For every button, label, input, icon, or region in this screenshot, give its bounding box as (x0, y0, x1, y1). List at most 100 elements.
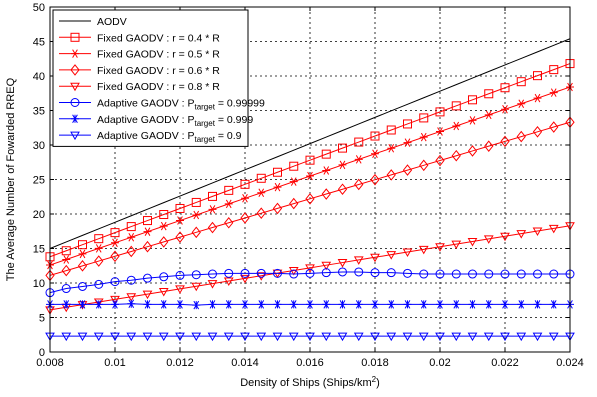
marker-diamond (191, 226, 201, 239)
marker-diamond (77, 260, 88, 272)
marker-star (501, 105, 509, 114)
marker-star (257, 300, 266, 309)
marker-triangle (126, 293, 137, 302)
marker-triangle (142, 332, 153, 342)
x-tick-label: 0.022 (491, 357, 519, 369)
marker-square (403, 119, 412, 129)
legend-entry: Adaptive GAODV : Ptarget = 0.9 (59, 130, 242, 144)
marker-triangle (191, 282, 202, 292)
marker-triangle (451, 240, 462, 250)
marker-square (484, 89, 494, 99)
marker-triangle (532, 332, 543, 342)
marker-circle (500, 269, 510, 279)
marker-star (62, 255, 71, 264)
marker-triangle (93, 332, 104, 342)
marker-diamond (451, 149, 461, 162)
series (45, 116, 575, 282)
marker-star (517, 300, 526, 309)
marker-triangle (483, 235, 494, 244)
series-line (49, 63, 571, 258)
marker-square (533, 71, 542, 81)
marker-circle (61, 284, 71, 294)
series (45, 332, 575, 342)
marker-triangle (337, 259, 348, 268)
x-tick-label: 0.016 (296, 357, 324, 369)
marker-star (127, 232, 136, 242)
series (45, 267, 575, 298)
series (46, 299, 574, 310)
marker-circle (126, 275, 136, 285)
marker-square (208, 191, 217, 201)
marker-star (273, 182, 282, 192)
marker-diamond (532, 126, 543, 138)
marker-square (435, 107, 445, 117)
marker-diamond (435, 154, 445, 167)
marker-star (111, 238, 119, 248)
marker-triangle (272, 332, 283, 342)
x-tick-label: 0.014 (231, 357, 259, 369)
marker-square (305, 155, 315, 165)
marker-circle (224, 268, 234, 278)
marker-circle (549, 269, 559, 279)
marker-circle (70, 98, 80, 107)
marker-circle (240, 268, 250, 278)
marker-circle (403, 268, 412, 278)
marker-circle (321, 268, 331, 278)
marker-triangle (70, 131, 80, 141)
marker-circle (533, 269, 542, 279)
legend-label: AODV (97, 16, 127, 28)
marker-triangle (467, 332, 478, 342)
marker-circle (256, 268, 266, 278)
marker-circle (273, 268, 282, 278)
marker-square (94, 234, 104, 244)
marker-diamond (175, 231, 185, 243)
legend-label: Fixed GAODV : r = 0.8 * R (97, 81, 220, 93)
marker-triangle (70, 82, 80, 92)
marker-triangle (516, 230, 527, 239)
marker-star (533, 93, 542, 103)
marker-square (143, 216, 152, 226)
marker-circle (305, 268, 315, 278)
marker-star (306, 171, 314, 181)
marker-square (240, 179, 250, 189)
marker-triangle (483, 332, 494, 342)
marker-triangle (256, 332, 267, 342)
legend-label: Adaptive GAODV : Ptarget = 0.999 (97, 114, 253, 128)
marker-triangle (435, 332, 445, 342)
marker-diamond (305, 193, 315, 205)
y-tick-label: 50 (33, 2, 45, 14)
marker-diamond (354, 178, 364, 191)
marker-triangle (77, 332, 88, 342)
marker-star (533, 300, 542, 309)
marker-star (403, 300, 412, 309)
marker-triangle (191, 332, 202, 342)
y-tick-label: 45 (33, 37, 45, 49)
marker-star (436, 127, 444, 136)
marker-star (241, 194, 249, 203)
marker-star (159, 221, 168, 231)
marker-circle (435, 269, 445, 279)
marker-star (322, 300, 331, 309)
legend-label: Adaptive GAODV : Ptarget = 0.9 (97, 130, 242, 144)
marker-star (501, 300, 509, 309)
marker-circle (110, 277, 120, 287)
marker-triangle (305, 332, 315, 342)
marker-star (306, 300, 314, 309)
marker-square (549, 65, 559, 75)
x-tick-label: 0.024 (556, 357, 584, 369)
marker-star (484, 110, 493, 120)
marker-diamond (484, 140, 494, 152)
marker-triangle (532, 227, 543, 236)
marker-triangle (386, 332, 397, 342)
marker-circle (484, 269, 494, 279)
marker-star (549, 88, 558, 97)
marker-star (289, 177, 298, 186)
marker-circle (354, 267, 364, 277)
y-tick-label: 20 (33, 209, 45, 221)
legend-entry: AODV (59, 16, 127, 28)
y-tick-label: 15 (33, 244, 45, 256)
marker-star (224, 199, 233, 209)
marker-circle (451, 269, 461, 279)
legend-label: Adaptive GAODV : Ptarget = 0.99999 (97, 98, 265, 112)
marker-star (159, 300, 168, 309)
